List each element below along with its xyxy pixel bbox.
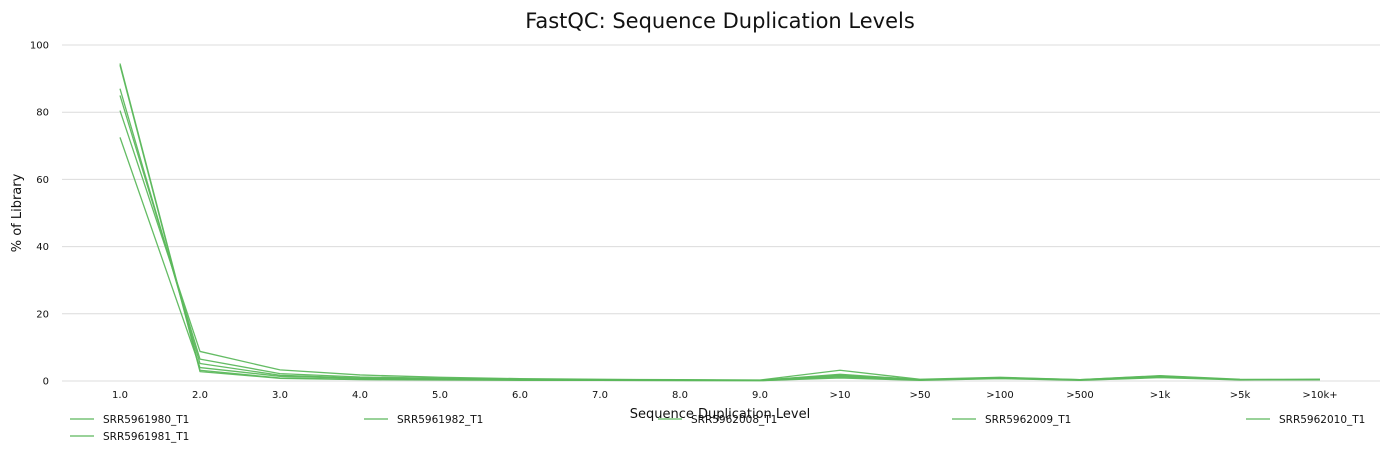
x-tick-label: >5k <box>1230 390 1251 401</box>
x-tick-label: >1k <box>1150 390 1171 401</box>
y-axis-label: % of Library <box>10 173 25 252</box>
x-tick-label: 8.0 <box>672 390 688 401</box>
x-tick-label: >500 <box>1066 390 1093 401</box>
x-tick-label: 4.0 <box>352 390 368 401</box>
gridlines <box>62 44 1380 382</box>
series-lines <box>119 63 1321 382</box>
x-tick-label: >10 <box>829 390 850 401</box>
legend-label: SRR5962008_T1 <box>691 414 777 426</box>
series-line <box>119 110 1321 381</box>
legend-item[interactable]: SRR5962008_T1 <box>658 414 777 426</box>
x-tick-label: 2.0 <box>192 390 208 401</box>
y-tick-label: 20 <box>36 309 49 320</box>
legend-item[interactable]: SRR5961981_T1 <box>70 431 189 443</box>
chart-title: FastQC: Sequence Duplication Levels <box>525 9 915 33</box>
x-tick-label: 3.0 <box>272 390 288 401</box>
legend: SRR5961980_T1 SRR5961981_T1 SRR5961982_T1 S… <box>70 414 1365 443</box>
y-tick-label: 40 <box>36 242 49 253</box>
legend-item[interactable]: SRR5961980_T1 <box>70 414 189 426</box>
x-tick-label: >100 <box>986 390 1013 401</box>
x-tick-labels: 1.0 2.0 3.0 4.0 5.0 6.0 7.0 8.0 9.0 >10 >50 >100 >50… <box>112 390 1338 401</box>
x-tick-label: >10k+ <box>1302 390 1337 401</box>
y-tick-label: 60 <box>36 175 49 186</box>
legend-item[interactable]: SRR5962009_T1 <box>952 414 1071 426</box>
y-tick-label: 0 <box>43 377 49 388</box>
series-line <box>119 95 1320 381</box>
legend-label: SRR5961982_T1 <box>397 414 483 426</box>
legend-item[interactable]: SRR5962010_T1 <box>1246 414 1365 426</box>
x-tick-label: 7.0 <box>592 390 608 401</box>
y-tick-label: 80 <box>36 108 49 119</box>
series-line <box>119 137 1320 381</box>
y-tick-labels: 0 20 40 60 80 100 <box>30 41 49 388</box>
x-tick-label: >50 <box>909 390 930 401</box>
legend-label: SRR5962009_T1 <box>985 414 1071 426</box>
legend-label: SRR5961980_T1 <box>103 414 189 426</box>
series-line <box>119 88 1320 381</box>
x-tick-label: 1.0 <box>112 390 128 401</box>
x-tick-label: 6.0 <box>512 390 528 401</box>
series-line <box>119 63 1321 382</box>
legend-item[interactable]: SRR5961982_T1 <box>364 414 483 426</box>
legend-label: SRR5961981_T1 <box>103 431 189 443</box>
x-tick-label: 5.0 <box>432 390 448 401</box>
legend-label: SRR5962010_T1 <box>1279 414 1365 426</box>
x-tick-label: 9.0 <box>752 390 768 401</box>
y-tick-label: 100 <box>30 41 49 52</box>
x-axis-label: Sequence Duplication Level <box>630 407 810 422</box>
